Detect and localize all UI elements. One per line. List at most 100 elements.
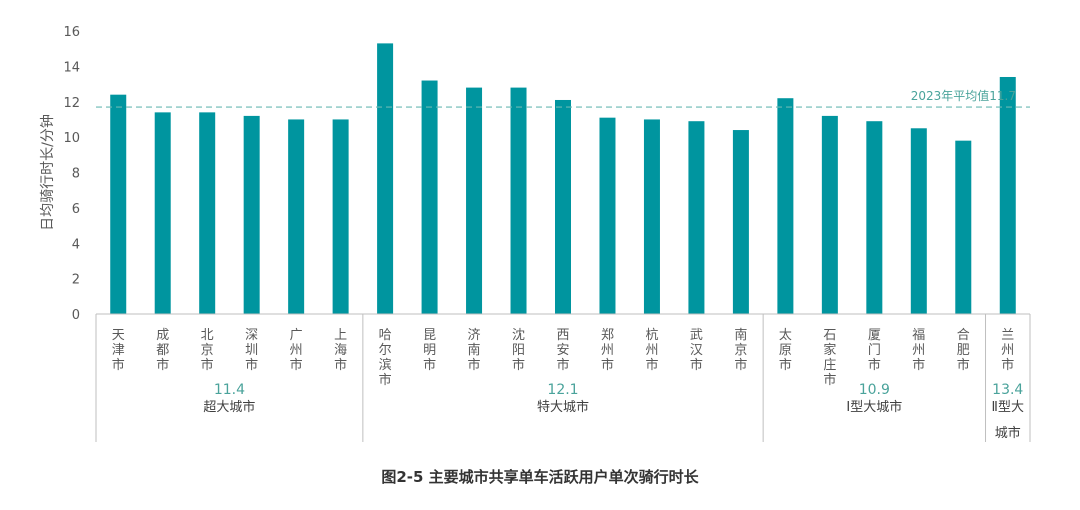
bar [777,98,794,315]
group-name: Ⅰ型大城市 [846,399,902,415]
category-label-char: 厦 [868,328,881,343]
y-axis-title: 日均骑行时长/分钟 [39,114,56,231]
category-label-char: 市 [601,357,614,373]
y-tick-label: 12 [63,96,80,111]
category-label-char: 广 [290,328,303,343]
figure-caption: 图2-5 主要城市共享单车活跃用户单次骑行时长 [381,468,699,486]
bar [243,115,260,315]
bar [955,140,972,314]
group-name-line: 城市 [995,425,1021,441]
category-label-char: 市 [868,357,881,373]
y-tick-label: 6 [72,202,80,217]
y-tick-label: 14 [63,60,80,75]
category-label-char: 石 [823,328,836,343]
category-label-char: 市 [957,357,970,373]
y-tick-label: 8 [72,167,80,182]
category-label-char: 市 [912,357,925,373]
category-label-char: 市 [823,372,836,388]
group-average-value: 11.4 [214,382,245,398]
category-label-char: 肥 [957,343,970,358]
bar [288,119,305,314]
bar [421,80,438,315]
category-label-char: 杭 [645,328,658,343]
category-label-char: 阳 [512,343,525,358]
category-label-char: 福 [912,328,925,343]
category-label-char: 原 [779,343,792,358]
category-label-char: 昆 [423,328,436,343]
average-reference-label: 2023年平均值11.7 [911,88,1016,103]
category-label-char: 海 [334,343,347,358]
category-label-char: 京 [734,343,747,358]
bar [466,87,483,314]
category-label-char: 京 [201,343,214,358]
category-label-char: 太 [779,328,792,343]
category-label-char: 市 [290,357,303,373]
category-label-char: 市 [112,357,125,373]
category-label-char: 州 [912,343,925,358]
category-label-char: 市 [245,357,258,373]
bar [110,94,127,314]
bar [332,119,349,314]
group-average-value: 13.4 [992,382,1023,398]
category-label-char: 庄 [823,357,836,373]
y-tick-label: 16 [63,25,80,40]
group-name: 特大城市 [537,399,589,415]
category-label-char: 州 [601,343,614,358]
category-label-char: 天 [112,328,125,343]
group-average-value: 12.1 [547,382,578,398]
y-tick-label: 10 [63,131,80,146]
bar [377,43,394,314]
category-label-char: 上 [334,328,347,343]
category-label-char: 北 [201,328,214,343]
category-label-char: 哈 [379,328,392,343]
category-label-char: 西 [556,328,569,343]
group-name: 超大城市 [203,399,255,415]
category-label-char: 都 [156,343,169,358]
category-label-char: 安 [556,343,569,358]
group-average-value: 10.9 [859,382,890,398]
category-label-char: 兰 [1001,328,1014,343]
bar [555,99,571,314]
category-label-char: 市 [468,357,481,373]
category-label-char: 市 [690,357,703,373]
group-name-line: Ⅱ型大 [992,400,1024,415]
bar [154,112,171,314]
category-label-char: 市 [201,357,214,373]
category-label-char: 市 [334,357,347,373]
category-label-char: 市 [1001,357,1014,373]
category-label-char: 合 [957,328,970,343]
bar [732,130,749,314]
category-label-char: 沈 [512,328,525,343]
y-tick-label: 2 [72,273,80,288]
bar [999,76,1016,314]
y-tick-label: 0 [72,308,80,323]
category-label-char: 成 [156,328,169,343]
bar [599,117,616,314]
category-label-char: 济 [468,328,481,343]
bar [910,128,927,314]
category-label-char: 滨 [379,357,392,373]
category-label-char: 州 [290,343,303,358]
category-label-char: 深 [245,328,258,343]
bar [643,119,660,314]
category-label-char: 市 [423,357,436,373]
category-label-char: 汉 [690,343,703,358]
category-label-char: 郑 [601,328,614,343]
category-label-char: 市 [734,357,747,373]
category-label-char: 市 [645,357,658,373]
bar-chart: 0246810121416日均骑行时长/分钟2023年平均值11.7天津市成都市… [39,25,1031,442]
category-label-char: 津 [112,343,125,358]
y-tick-label: 4 [72,237,80,252]
category-label-char: 圳 [245,343,258,358]
category-label-char: 市 [379,372,392,388]
category-label-char: 门 [868,343,881,358]
bar [199,112,216,314]
category-label-char: 州 [1001,343,1014,358]
category-label-char: 州 [645,343,658,358]
category-label-char: 市 [512,357,525,373]
bar [510,87,527,314]
category-label-char: 市 [556,357,569,373]
category-label-char: 南 [734,327,747,343]
category-label-char: 武 [690,328,703,343]
bar [821,115,838,315]
